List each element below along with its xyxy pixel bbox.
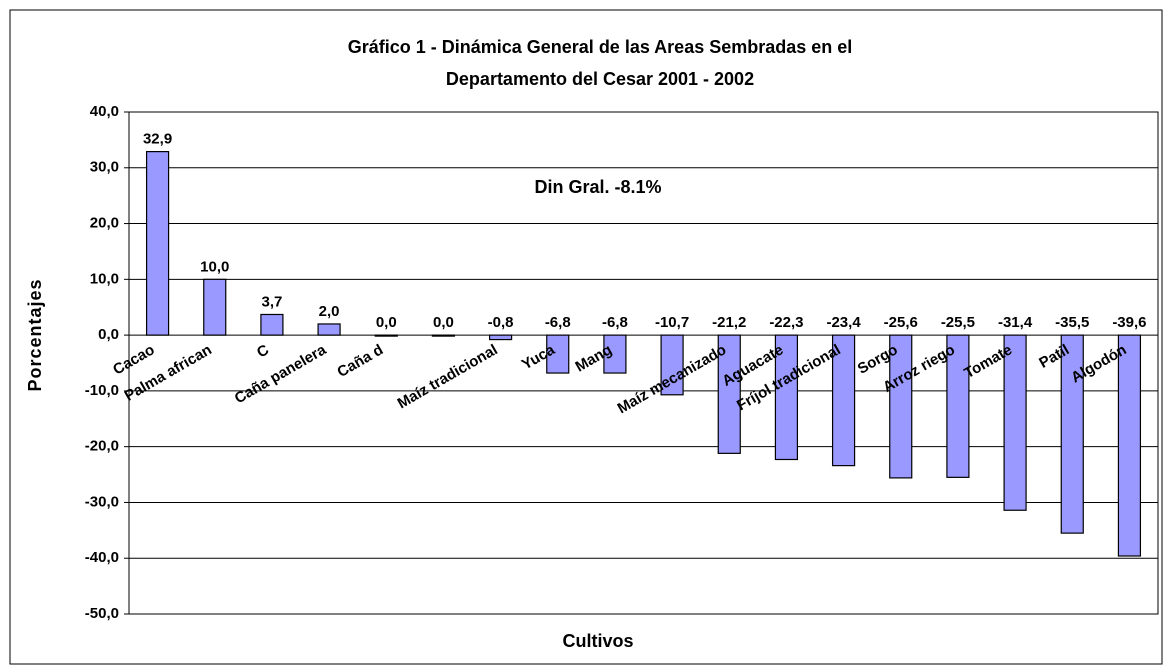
bar xyxy=(488,334,513,341)
value-label: -25,6 xyxy=(884,314,918,331)
bar xyxy=(660,334,684,396)
y-tick-label: -10,0 xyxy=(85,382,119,399)
y-tick-label: -30,0 xyxy=(85,493,119,510)
value-label: -25,5 xyxy=(941,314,975,331)
value-label: -22,3 xyxy=(769,314,803,331)
bar xyxy=(774,334,799,461)
y-tick-label: 30,0 xyxy=(90,159,119,176)
bar xyxy=(946,334,970,478)
bar xyxy=(546,334,570,374)
y-tick-label: -50,0 xyxy=(85,605,119,622)
y-tick-label: 10,0 xyxy=(90,270,119,287)
value-label: 0,0 xyxy=(376,314,397,331)
value-label: -39,6 xyxy=(1112,314,1146,331)
bar xyxy=(889,334,913,479)
chart-title: Gráfico 1 - Dinámica General de las Area… xyxy=(348,37,853,57)
annotation: Din Gral. -8.1% xyxy=(534,177,661,197)
bar xyxy=(431,334,456,337)
value-label: -0,8 xyxy=(488,314,514,331)
value-label: 10,0 xyxy=(200,258,229,275)
bar xyxy=(717,334,741,454)
value-label: -6,8 xyxy=(545,314,571,331)
bar xyxy=(603,334,627,374)
value-label: 2,0 xyxy=(319,303,340,320)
value-label: -21,2 xyxy=(712,314,746,331)
bar xyxy=(260,313,284,336)
value-label: -35,5 xyxy=(1055,314,1089,331)
y-tick-label: -20,0 xyxy=(85,438,119,455)
value-label: -6,8 xyxy=(602,314,628,331)
value-label: -10,7 xyxy=(655,314,689,331)
y-tick-label: 20,0 xyxy=(90,215,119,232)
bar xyxy=(317,323,341,336)
bar xyxy=(1060,334,1084,534)
y-tick-label: -40,0 xyxy=(85,549,119,566)
value-label: 0,0 xyxy=(433,314,454,331)
y-tick-label: 0,0 xyxy=(98,326,119,343)
chart-frame xyxy=(9,9,1163,665)
value-label: -23,4 xyxy=(826,314,861,331)
bar xyxy=(1117,334,1142,557)
bar xyxy=(374,334,398,337)
y-tick-label: 40,0 xyxy=(90,103,119,120)
y-axis-title: Porcentajes xyxy=(25,278,45,391)
value-label: 3,7 xyxy=(261,293,282,310)
bar xyxy=(145,151,170,336)
bar xyxy=(1003,334,1027,511)
chart-title: Departamento del Cesar 2001 - 2002 xyxy=(446,69,754,89)
x-axis-title: Cultivos xyxy=(562,631,633,651)
bar xyxy=(831,334,856,467)
bar xyxy=(203,278,227,336)
value-label: -31,4 xyxy=(998,314,1033,331)
value-label: 32,9 xyxy=(143,131,172,148)
